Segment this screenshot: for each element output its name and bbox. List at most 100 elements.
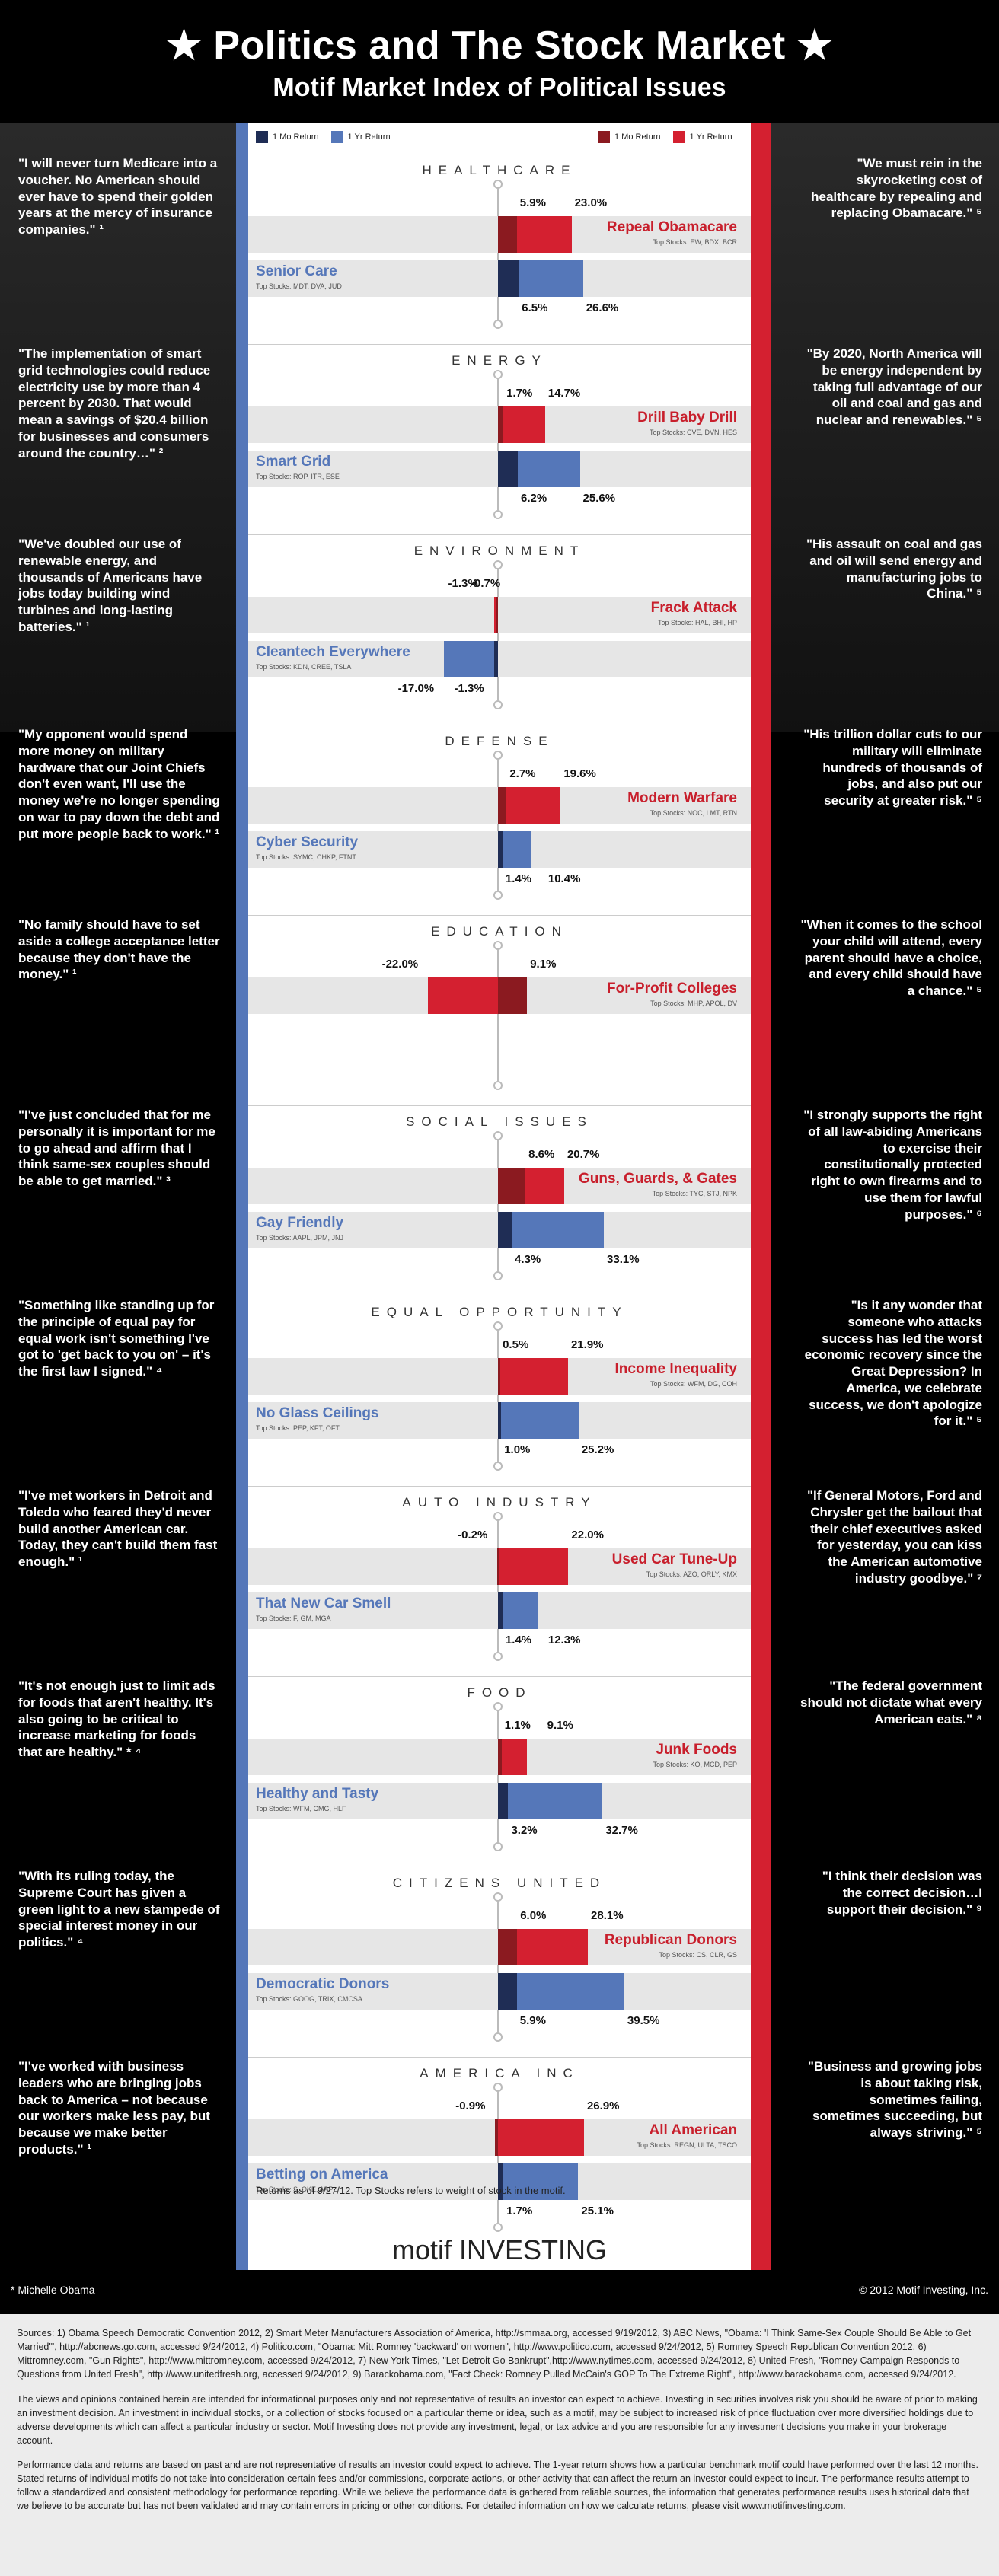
romney-quote: "By 2020, North America will be energy i… bbox=[806, 346, 982, 427]
section-title: FOOD bbox=[467, 1685, 532, 1700]
axis-cap-top bbox=[493, 1892, 503, 1902]
dem-top-stocks: Top Stocks: KDN, CREE, TSLA bbox=[256, 663, 352, 671]
romney-quote: "We must rein in the skyrocketing cost o… bbox=[811, 156, 982, 221]
axis-cap-top bbox=[493, 1702, 503, 1711]
dem-1mo-label: 6.5% bbox=[522, 301, 548, 314]
rep-top-stocks: Top Stocks: TYC, STJ, NPK bbox=[652, 1190, 737, 1197]
rep-1mo-label: -0.9% bbox=[455, 2099, 486, 2112]
rep-1mo-bar bbox=[495, 2119, 498, 2156]
dem-motif-name: Democratic Donors bbox=[256, 1976, 390, 1992]
dem-top-stocks: Top Stocks: MDT, DVA, JUD bbox=[256, 282, 342, 290]
chart-section: HEALTHCARE 5.9% 23.0% Repeal Obamacare Top S… bbox=[248, 163, 751, 353]
chart-section: SOCIAL ISSUES 8.6% 20.7% Guns, Guards, & Ga… bbox=[248, 1105, 751, 1305]
dem-1yr-bar bbox=[498, 1402, 579, 1439]
rep-1yr-bar bbox=[498, 787, 561, 824]
section-title: SOCIAL ISSUES bbox=[406, 1114, 593, 1129]
dem-1mo-label: 1.4% bbox=[505, 872, 532, 885]
section-title: HEALTHCARE bbox=[422, 163, 577, 177]
axis-cap-top bbox=[493, 1321, 503, 1331]
dem-motif-name: Cyber Security bbox=[256, 834, 359, 850]
axis-cap-bottom bbox=[493, 1271, 503, 1280]
romney-quote: "His assault on coal and gas and oil wil… bbox=[806, 537, 982, 601]
rep-1yr-label: 19.6% bbox=[563, 767, 596, 780]
dem-1mo-bar bbox=[493, 641, 498, 677]
rep-motif-name: Republican Donors bbox=[604, 1932, 737, 1948]
blue-stripe bbox=[236, 123, 248, 2270]
dem-top-stocks: Top Stocks: F, GM, MGA bbox=[256, 1615, 331, 1622]
rep-1mo-label: 5.9% bbox=[519, 196, 546, 209]
legend-swatch-dem-1yr bbox=[330, 131, 343, 143]
rep-motif-name: Income Inequality bbox=[614, 1361, 737, 1377]
rep-motif-name: All American bbox=[649, 2122, 737, 2138]
dem-motif-name: Betting on America bbox=[256, 2166, 388, 2182]
rep-motif-name: Drill Baby Drill bbox=[637, 410, 737, 426]
rep-1yr-label: 14.7% bbox=[547, 387, 581, 400]
axis-cap-bottom bbox=[493, 320, 503, 329]
rep-1mo-bar bbox=[496, 597, 499, 633]
dem-1mo-bar bbox=[498, 2163, 504, 2200]
zero-axis bbox=[497, 1708, 499, 1845]
section-title: EDUCATION bbox=[431, 924, 568, 939]
axis-cap-bottom bbox=[493, 1462, 503, 1471]
zero-axis bbox=[497, 1137, 499, 1274]
rep-motif-band bbox=[248, 597, 751, 633]
dem-1mo-bar bbox=[498, 1592, 503, 1629]
chart-section: EDUCATION 9.1% -22.0% For-Profit Colleges To… bbox=[248, 915, 751, 1114]
zero-axis bbox=[497, 1518, 499, 1655]
rep-top-stocks: Top Stocks: CVE, DVN, HES bbox=[649, 429, 737, 436]
dem-1mo-label: 6.2% bbox=[521, 492, 547, 505]
rep-1yr-label: 22.0% bbox=[571, 1529, 604, 1541]
section-divider bbox=[248, 1486, 751, 1487]
dem-1mo-bar bbox=[498, 1973, 517, 2010]
rep-1mo-label: 1.1% bbox=[504, 1719, 531, 1732]
axis-cap-top bbox=[493, 1512, 503, 1521]
obama-quote: "I've just concluded that for me persona… bbox=[18, 1108, 215, 1188]
rep-1yr-label: 9.1% bbox=[547, 1719, 573, 1732]
rep-top-stocks: Top Stocks: REGN, ULTA, TSCO bbox=[637, 2141, 737, 2149]
legend-swatch-dem-1mo bbox=[256, 131, 268, 143]
axis-cap-bottom bbox=[493, 2032, 503, 2042]
rep-1mo-bar bbox=[498, 1168, 526, 1204]
rep-top-stocks: Top Stocks: MHP, APOL, DV bbox=[650, 999, 737, 1007]
section-divider bbox=[248, 2057, 751, 2058]
rep-motif-name: Modern Warfare bbox=[627, 790, 737, 806]
dem-top-stocks: Top Stocks: GOOG, TRIX, CMCSA bbox=[256, 1995, 362, 2003]
section-title: ENVIRONMENT bbox=[413, 544, 586, 558]
rep-motif-name: For-Profit Colleges bbox=[606, 980, 737, 996]
chart-section: EQUAL OPPORTUNITY 0.5% 21.9% Income Inequal… bbox=[248, 1296, 751, 1495]
legend-swatch-rep-1mo bbox=[598, 131, 610, 143]
rep-1yr-bar bbox=[498, 1739, 528, 1775]
dem-1yr-label: 26.6% bbox=[586, 301, 619, 314]
dem-1yr-label: 25.6% bbox=[582, 492, 616, 505]
rep-1mo-bar bbox=[498, 1358, 500, 1395]
rep-1yr-label: 20.7% bbox=[567, 1148, 600, 1161]
chart-section: DEFENSE 2.7% 19.6% Modern Warfare Top Stocks… bbox=[248, 725, 751, 924]
axis-cap-bottom bbox=[493, 891, 503, 900]
dem-1yr-bar bbox=[498, 1592, 538, 1629]
disclaimer-text: The views and opinions contained herein … bbox=[17, 2393, 978, 2446]
axis-cap-top bbox=[493, 560, 503, 569]
zero-axis bbox=[497, 566, 499, 703]
axis-cap-top bbox=[493, 751, 503, 760]
chart-section: ENERGY 1.7% 14.7% Drill Baby Drill Top Stock… bbox=[248, 344, 751, 544]
romney-quote: "His trillion dollar cuts to our militar… bbox=[803, 727, 982, 808]
obama-quote: "The implementation of smart grid techno… bbox=[18, 346, 211, 461]
rep-motif-name: Repeal Obamacare bbox=[606, 219, 737, 235]
section-divider bbox=[248, 915, 751, 916]
rep-1mo-label: -0.7% bbox=[471, 577, 501, 590]
dem-1yr-bar bbox=[443, 641, 498, 677]
rep-top-stocks: Top Stocks: KO, MCD, PEP bbox=[653, 1761, 737, 1768]
zero-axis bbox=[497, 757, 499, 894]
dem-1mo-label: 4.3% bbox=[515, 1253, 541, 1266]
dem-motif-band bbox=[248, 641, 751, 677]
dem-top-stocks: Top Stocks: S, OKE, AAPL bbox=[256, 2185, 337, 2193]
rep-motif-name: Junk Foods bbox=[656, 1742, 737, 1758]
page-title: ★ Politics and The Stock Market ★ bbox=[166, 24, 833, 68]
sources-text: Sources: 1) Obama Speech Democratic Conv… bbox=[17, 2328, 972, 2380]
page-subtitle: Motif Market Index of Political Issues bbox=[273, 73, 726, 102]
rep-1yr-label: 23.0% bbox=[574, 196, 608, 209]
rep-top-stocks: Top Stocks: WFM, DG, COH bbox=[650, 1380, 737, 1388]
dem-1yr-label: 33.1% bbox=[607, 1253, 640, 1266]
dem-1yr-bar bbox=[498, 1973, 624, 2010]
dem-1yr-label: 10.4% bbox=[547, 872, 581, 885]
